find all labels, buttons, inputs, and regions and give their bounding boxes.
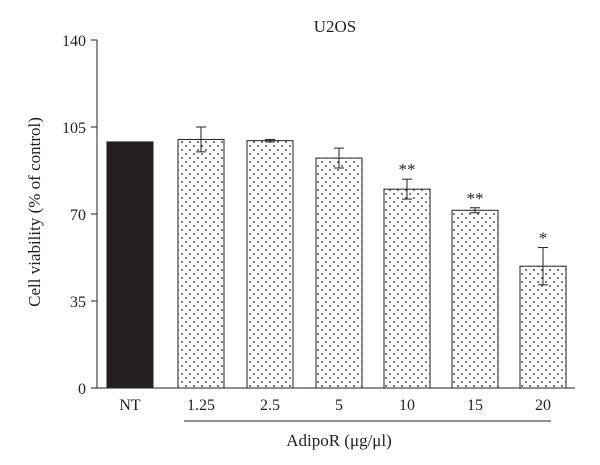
x-tick-label: 2.5	[260, 397, 280, 414]
group-label: AdipoR (μg/μl)	[286, 431, 392, 450]
y-axis-label: Cell viability (% of control)	[25, 117, 44, 307]
x-tick-label: 5	[335, 397, 343, 414]
bar-10	[383, 188, 431, 389]
x-tick-label: 15	[467, 397, 483, 414]
x-tick-label: 1.25	[187, 397, 215, 414]
bar-15	[451, 209, 499, 389]
bar-NT	[106, 141, 154, 389]
bar-2.5	[246, 140, 294, 389]
significance-marker: **	[399, 160, 416, 179]
bar-20	[519, 265, 567, 389]
bar-1.25	[177, 138, 225, 389]
y-tick-label: 70	[70, 207, 86, 224]
x-tick-label: NT	[119, 397, 141, 414]
x-axis: NT 1.25 2.5 5 10 15 20	[97, 387, 575, 414]
x-tick-label: 10	[399, 397, 415, 414]
x-tick-label: 20	[535, 397, 551, 414]
y-tick-label: 0	[78, 381, 86, 398]
significance-marker: **	[467, 189, 484, 208]
significance-marker: *	[539, 229, 548, 248]
y-axis: 0 35 70 105 140	[62, 33, 98, 398]
bars: *****	[106, 126, 567, 389]
y-tick-label: 35	[70, 294, 86, 311]
bar-5	[315, 157, 363, 389]
chart-title: U2OS	[314, 17, 357, 36]
y-tick-label: 105	[62, 120, 86, 137]
y-tick-label: 140	[62, 33, 86, 50]
